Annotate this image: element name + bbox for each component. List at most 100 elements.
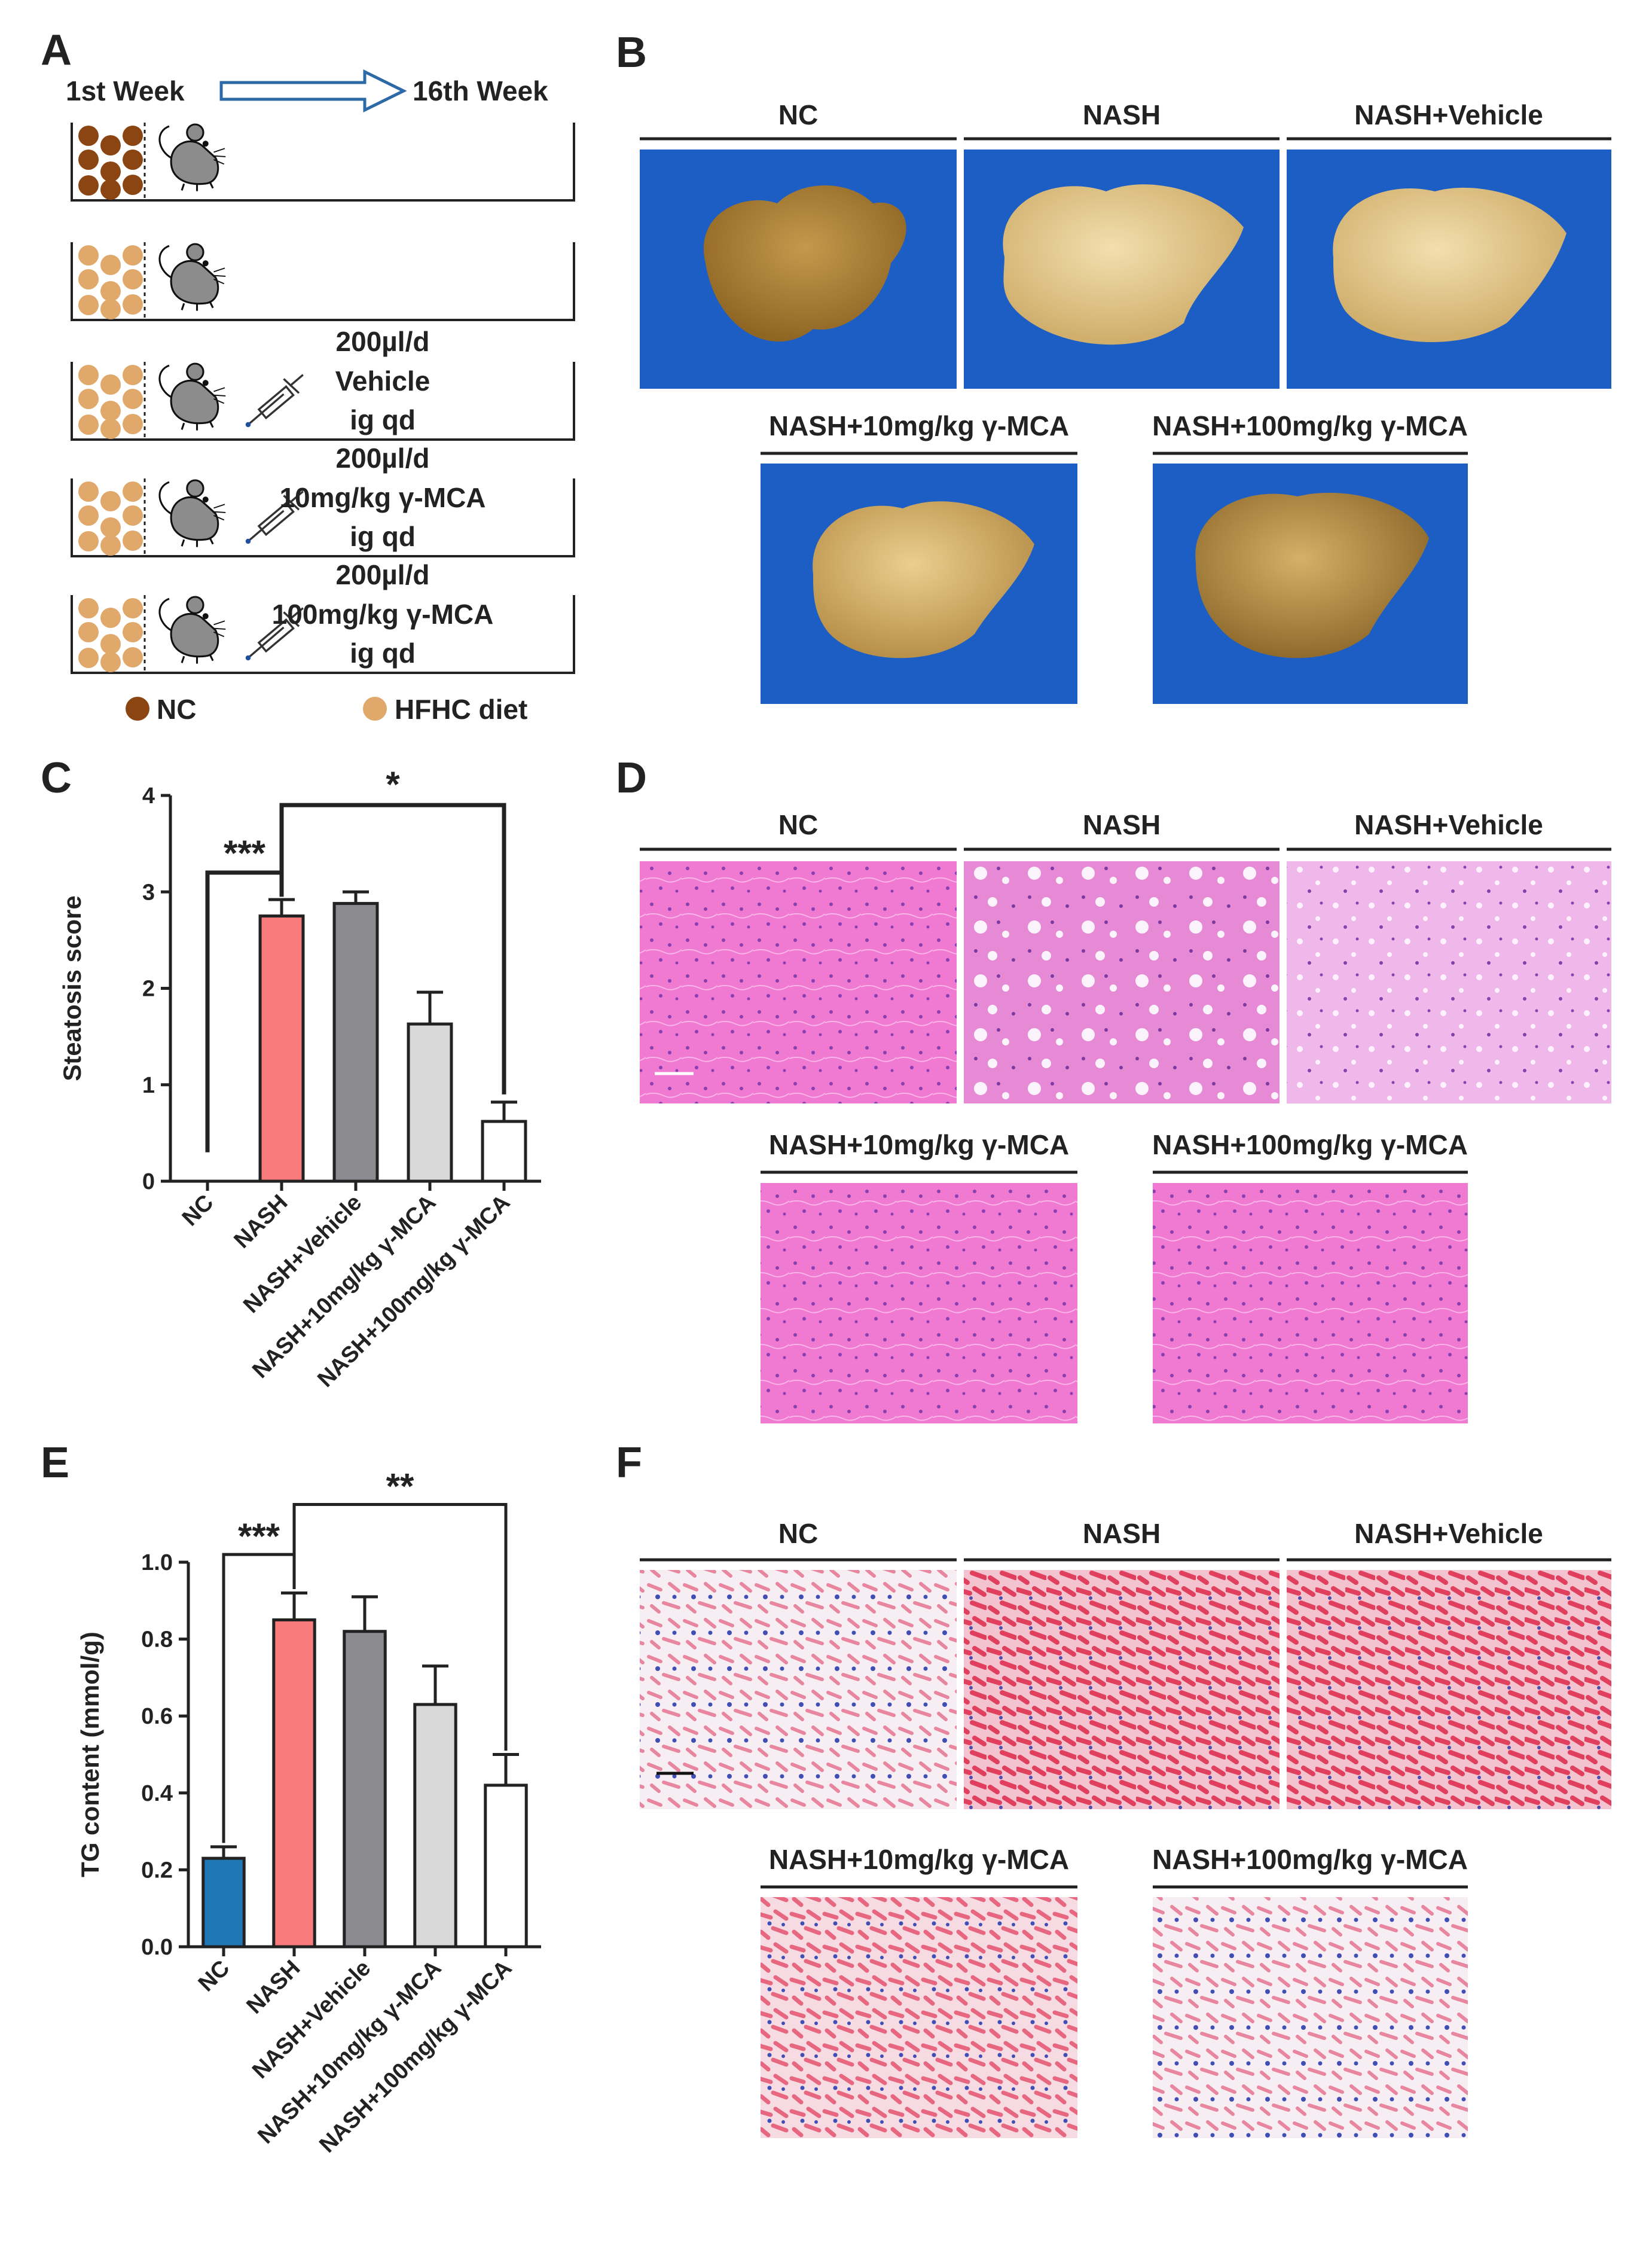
f-title-vehicle: NASH+Vehicle: [1354, 1518, 1543, 1549]
diet-row: [71, 242, 575, 321]
food-pellet: [78, 365, 99, 385]
food-pellet: [100, 652, 121, 672]
food-pellet: [78, 414, 99, 435]
mouse-icon: [158, 596, 227, 665]
bar: [272, 1618, 316, 1949]
syringe-icon: [245, 374, 304, 428]
treatment-line: 200µl/d: [336, 559, 430, 590]
food-pellet: [100, 634, 121, 654]
he-image-100mg: [1153, 1183, 1468, 1423]
panel-b: B NC NASH NASH+Vehicle NASH+10mg/kg γ-MC…: [616, 29, 1611, 704]
significance-bracket: [279, 803, 506, 1094]
bar: [413, 1703, 457, 1949]
food-pellet: [100, 401, 121, 421]
treatment-line: 100mg/kg γ-MCA: [272, 599, 494, 630]
panel-e: E 0.0 0.2 0.4 0.6 0.8 1.0 TG content (mmol/g) N…: [41, 1439, 541, 2158]
y-tick-label: 4: [142, 783, 155, 809]
x-tick-label: NC: [178, 1190, 219, 1231]
diet-row: 200µl/d 10mg/kg γ-MCA ig qd: [71, 443, 575, 557]
x-tick-label: NASH+Vehicle: [248, 1956, 375, 2084]
y-tick-label: 2: [142, 977, 155, 1002]
f-title-100mg: NASH+100mg/kg γ-MCA: [1152, 1844, 1468, 1875]
food-pellet: [78, 126, 99, 146]
d-title-vehicle: NASH+Vehicle: [1354, 809, 1543, 840]
food-pellet: [78, 295, 99, 315]
legend-swatch-nc: [126, 697, 149, 721]
b-title-vehicle: NASH+Vehicle: [1354, 99, 1543, 130]
food-pellet: [78, 648, 99, 668]
food-pellet: [100, 535, 121, 556]
treatment-line: 10mg/kg γ-MCA: [279, 482, 485, 513]
oro-image-10mg: [761, 1897, 1077, 2138]
x-tick-label: NASH: [242, 1956, 306, 2019]
food-pellet: [100, 517, 121, 538]
food-pellet: [78, 389, 99, 409]
panel-letter-e: E: [41, 1439, 69, 1487]
d-title-10mg: NASH+10mg/kg γ-MCA: [769, 1129, 1069, 1160]
legend-label-hfhc: HFHC diet: [395, 694, 527, 725]
b-title-nash: NASH: [1083, 99, 1161, 130]
significance-label: **: [386, 1466, 414, 1507]
treatment-line: Vehicle: [335, 365, 430, 397]
food-pellet: [78, 269, 99, 289]
panel-letter-f: F: [616, 1439, 642, 1487]
food-pellet: [123, 389, 143, 409]
food-pellet: [100, 281, 121, 301]
oro-image-100mg: [1153, 1897, 1468, 2138]
significance-label: ***: [224, 833, 266, 873]
food-pellet: [78, 481, 99, 502]
f-title-10mg: NASH+10mg/kg γ-MCA: [769, 1844, 1069, 1875]
bar: [201, 1856, 246, 1949]
food-pellet: [123, 175, 143, 195]
mouse-icon: [158, 362, 227, 432]
legend-label-nc: NC: [157, 694, 196, 725]
cage-outline: [71, 123, 575, 202]
treatment-line: 200µl/d: [336, 326, 430, 357]
treatment-line: ig qd: [350, 521, 416, 552]
cage-outline: [71, 478, 575, 557]
food-pellet: [100, 255, 121, 275]
panel-letter-d: D: [616, 754, 647, 802]
food-pellet: [100, 419, 121, 439]
panel-f: F NC NASH NASH+Vehicle NASH+10mg/kg γ-MC…: [616, 1439, 1611, 2138]
y-tick-label: 0.6: [141, 1704, 173, 1729]
bar: [332, 902, 379, 1183]
food-pellet: [123, 505, 143, 526]
cage-outline: [71, 362, 575, 441]
mouse-icon: [158, 479, 227, 548]
y-tick-label: 0: [142, 1169, 155, 1194]
mouse-icon: [158, 123, 227, 193]
week-end-label: 16th Week: [413, 75, 548, 106]
food-pellet: [100, 491, 121, 511]
oro-image-vehicle: [1287, 1570, 1611, 1809]
y-tick-label: 0.2: [141, 1858, 173, 1883]
panel-d: D NC NASH NASH+Vehicle NASH+10mg/kg γ-MC…: [616, 754, 1611, 1423]
food-pellet: [123, 481, 143, 502]
food-pellet: [123, 414, 143, 434]
week-start-label: 1st Week: [66, 75, 185, 106]
y-tick-label: 1.0: [141, 1550, 173, 1575]
food-pellet: [123, 647, 143, 667]
d-title-nc: NC: [778, 809, 818, 840]
he-image-10mg: [761, 1183, 1077, 1423]
d-title-nash: NASH: [1083, 809, 1161, 840]
treatment-line: ig qd: [350, 404, 416, 435]
panel-letter-b: B: [616, 29, 647, 77]
y-tick-label: 0.0: [141, 1935, 173, 1960]
x-tick-label: NC: [194, 1956, 235, 1997]
food-pellet: [123, 294, 143, 315]
y-axis-label: TG content (mmol/g): [76, 1632, 104, 1877]
food-pellet: [78, 150, 99, 170]
mouse-icon: [158, 243, 227, 312]
food-pellet: [78, 622, 99, 642]
bar: [481, 1120, 527, 1183]
panel-letter-c: C: [41, 754, 72, 802]
y-axis-label: Steatosis score: [58, 895, 86, 1081]
food-pellet: [123, 126, 143, 146]
he-image-nc: [640, 861, 957, 1103]
b-title-100mg: NASH+100mg/kg γ-MCA: [1152, 410, 1468, 441]
y-tick-label: 1: [142, 1073, 155, 1098]
panel-letter-a: A: [41, 26, 72, 74]
food-pellet: [100, 299, 121, 319]
